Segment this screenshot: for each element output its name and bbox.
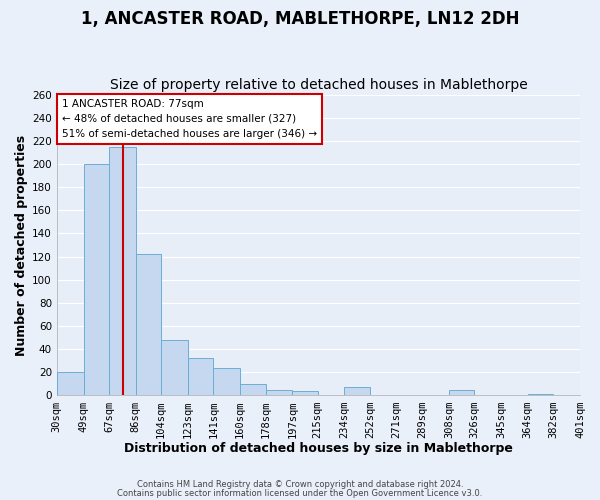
- Text: 1, ANCASTER ROAD, MABLETHORPE, LN12 2DH: 1, ANCASTER ROAD, MABLETHORPE, LN12 2DH: [81, 10, 519, 28]
- Text: 1 ANCASTER ROAD: 77sqm
← 48% of detached houses are smaller (327)
51% of semi-de: 1 ANCASTER ROAD: 77sqm ← 48% of detached…: [62, 99, 317, 138]
- Title: Size of property relative to detached houses in Mablethorpe: Size of property relative to detached ho…: [110, 78, 527, 92]
- Bar: [136, 254, 161, 396]
- Bar: [214, 368, 240, 396]
- Bar: [292, 391, 317, 396]
- Bar: [240, 384, 266, 396]
- Bar: [57, 372, 83, 396]
- Bar: [449, 390, 474, 396]
- Y-axis label: Number of detached properties: Number of detached properties: [15, 134, 28, 356]
- Bar: [528, 394, 553, 396]
- X-axis label: Distribution of detached houses by size in Mablethorpe: Distribution of detached houses by size …: [124, 442, 513, 455]
- Bar: [188, 358, 214, 396]
- Bar: [161, 340, 188, 396]
- Bar: [109, 146, 136, 396]
- Bar: [344, 388, 370, 396]
- Text: Contains public sector information licensed under the Open Government Licence v3: Contains public sector information licen…: [118, 488, 482, 498]
- Bar: [83, 164, 109, 396]
- Text: Contains HM Land Registry data © Crown copyright and database right 2024.: Contains HM Land Registry data © Crown c…: [137, 480, 463, 489]
- Bar: [266, 390, 292, 396]
